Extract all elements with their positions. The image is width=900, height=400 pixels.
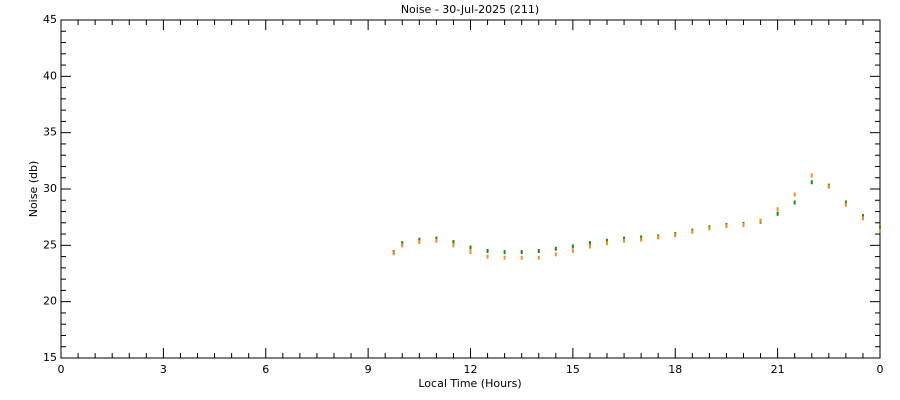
data-point: [435, 236, 438, 241]
data-point: [571, 248, 574, 253]
data-point: [844, 200, 847, 205]
x-tick-label: 9: [365, 363, 372, 376]
data-point: [640, 235, 643, 240]
data-point: [452, 239, 455, 244]
data-point: [776, 207, 779, 212]
data-point: [657, 235, 660, 240]
x-axis-label: Local Time (Hours): [418, 377, 521, 390]
data-point: [725, 224, 728, 229]
data-point: [588, 241, 591, 246]
data-point: [879, 228, 881, 233]
data-point: [606, 241, 608, 246]
data-point: [861, 216, 864, 221]
data-point: [537, 255, 540, 260]
y-axis-label: Noise (db): [27, 161, 40, 218]
data-point: [810, 180, 813, 185]
x-tick-label: 3: [160, 363, 167, 376]
data-point: [486, 248, 489, 253]
x-tick-label: 18: [668, 363, 682, 376]
y-tick-label: 45: [43, 13, 57, 26]
data-point: [452, 243, 455, 248]
data-point: [469, 250, 472, 255]
data-point: [418, 237, 421, 242]
data-point: [742, 223, 745, 228]
data-point: [879, 226, 881, 231]
data-point: [623, 236, 626, 241]
data-point: [827, 184, 830, 189]
x-tick-label: 6: [262, 363, 269, 376]
data-point: [640, 237, 643, 242]
data-point: [861, 214, 864, 219]
x-tick-label: 21: [771, 363, 785, 376]
data-point: [793, 200, 796, 205]
data-point: [759, 218, 762, 223]
data-point: [401, 243, 404, 248]
x-tick-label: 0: [877, 363, 884, 376]
data-point: [708, 226, 711, 231]
data-point: [793, 192, 796, 197]
data-point: [571, 244, 574, 249]
chart-title: Noise - 30-Jul-2025 (211): [401, 3, 539, 16]
data-point: [623, 238, 626, 243]
data-point: [554, 252, 557, 257]
y-tick-label: 15: [43, 351, 57, 364]
data-point: [810, 173, 813, 178]
y-tick-label: 35: [43, 126, 57, 139]
x-tick-label: 0: [58, 363, 65, 376]
data-point: [469, 245, 472, 250]
data-point: [435, 238, 438, 243]
data-point: [392, 251, 395, 256]
y-tick-label: 25: [43, 238, 57, 251]
data-point: [486, 254, 489, 259]
data-point: [776, 211, 779, 216]
data-point: [520, 250, 523, 255]
x-tick-label: 15: [566, 363, 580, 376]
data-point: [537, 248, 540, 253]
data-point: [401, 241, 404, 246]
x-tick-label: 12: [464, 363, 478, 376]
plot-frame: [60, 19, 881, 359]
y-tick-label: 20: [43, 295, 57, 308]
y-tick-label: 40: [43, 69, 57, 82]
data-point: [606, 238, 608, 243]
data-point: [674, 233, 677, 238]
data-point: [418, 239, 421, 244]
data-point: [503, 250, 506, 255]
data-point: [503, 255, 506, 260]
data-point: [520, 255, 523, 260]
data-point: [588, 244, 591, 249]
y-tick-label: 30: [43, 182, 57, 195]
data-point: [554, 246, 557, 251]
data-point: [691, 229, 694, 234]
data-point: [844, 202, 847, 207]
